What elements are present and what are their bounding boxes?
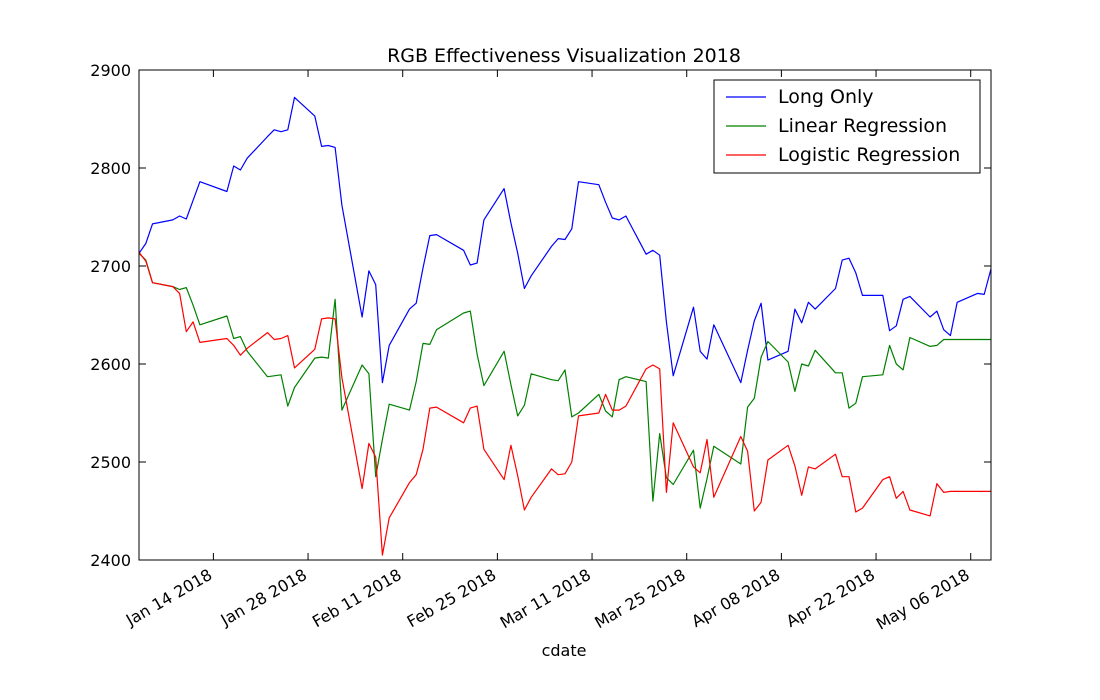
plot-area-frame <box>138 69 992 561</box>
series-line-logistic-regression <box>138 251 991 556</box>
legend-label-logistic-regression: Logistic Regression <box>778 144 960 166</box>
y-axis: 2400 2500 2600 2700 2800 2900 <box>90 61 991 570</box>
series-lines <box>138 96 992 556</box>
x-axis-label: cdate <box>542 641 587 660</box>
y-tick-label: 2600 <box>90 355 131 374</box>
legend-label-long-only: Long Only <box>778 86 874 108</box>
legend: Long Only Linear Regression Logistic Regre… <box>713 79 981 174</box>
y-tick-label: 2700 <box>90 257 131 276</box>
series-line-long-only <box>138 96 992 384</box>
legend-label-linear-regression: Linear Regression <box>778 115 947 137</box>
y-tick-label: 2900 <box>90 61 131 80</box>
chart-title: RGB Effectiveness Visualization 2018 <box>387 45 741 67</box>
series-line-linear-regression <box>138 252 991 509</box>
y-tick-label: 2400 <box>90 551 131 570</box>
y-tick-label: 2500 <box>90 453 131 472</box>
y-tick-label: 2800 <box>90 159 131 178</box>
